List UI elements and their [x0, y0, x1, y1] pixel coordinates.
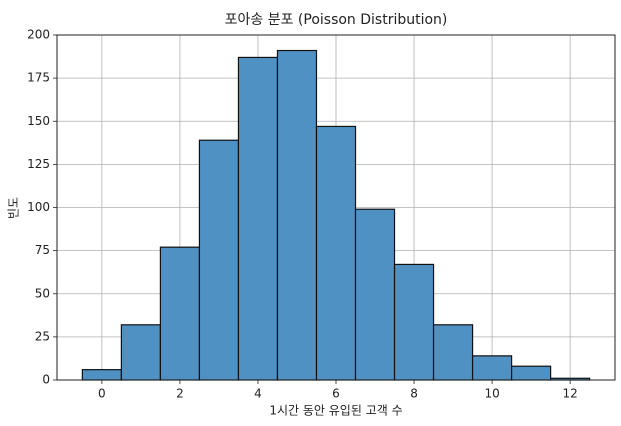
histogram-bar — [432, 324, 474, 381]
x-tick-label: 12 — [562, 387, 577, 401]
x-tick-label: 4 — [254, 387, 262, 401]
x-tick-label: 2 — [176, 387, 184, 401]
histogram-bar — [393, 263, 435, 381]
histogram-bar — [81, 369, 122, 381]
histogram-bar — [159, 246, 201, 381]
x-tick-label: 6 — [332, 387, 340, 401]
y-tick-label: 25 — [35, 329, 50, 343]
histogram-bar — [471, 355, 513, 381]
y-tick-label: 150 — [27, 114, 50, 128]
y-tick-label: 0 — [42, 373, 50, 387]
histogram-bar — [510, 365, 552, 381]
histogram-bar — [237, 56, 279, 381]
y-tick-label: 175 — [27, 71, 50, 85]
histogram-bar — [120, 324, 162, 381]
y-tick-label: 125 — [27, 157, 50, 171]
y-tick-label: 100 — [27, 200, 50, 214]
y-tick-label: 50 — [35, 286, 50, 300]
x-tick-label: 10 — [484, 387, 499, 401]
y-tick-label: 200 — [27, 28, 50, 42]
histogram-bar — [354, 208, 396, 381]
y-tick-label: 75 — [35, 243, 50, 257]
histogram-bar — [276, 49, 318, 381]
histogram-bar — [198, 139, 240, 381]
plot-frame — [56, 34, 616, 381]
histogram-bar — [315, 125, 357, 381]
x-tick-label: 0 — [98, 387, 106, 401]
x-tick-label: 8 — [410, 387, 418, 401]
x-axis-label: 1시간 동안 유입된 고객 수 — [269, 404, 402, 418]
chart-title: 포아송 분포 (Poisson Distribution) — [225, 12, 448, 28]
y-axis-label: 빈도 — [7, 197, 21, 219]
